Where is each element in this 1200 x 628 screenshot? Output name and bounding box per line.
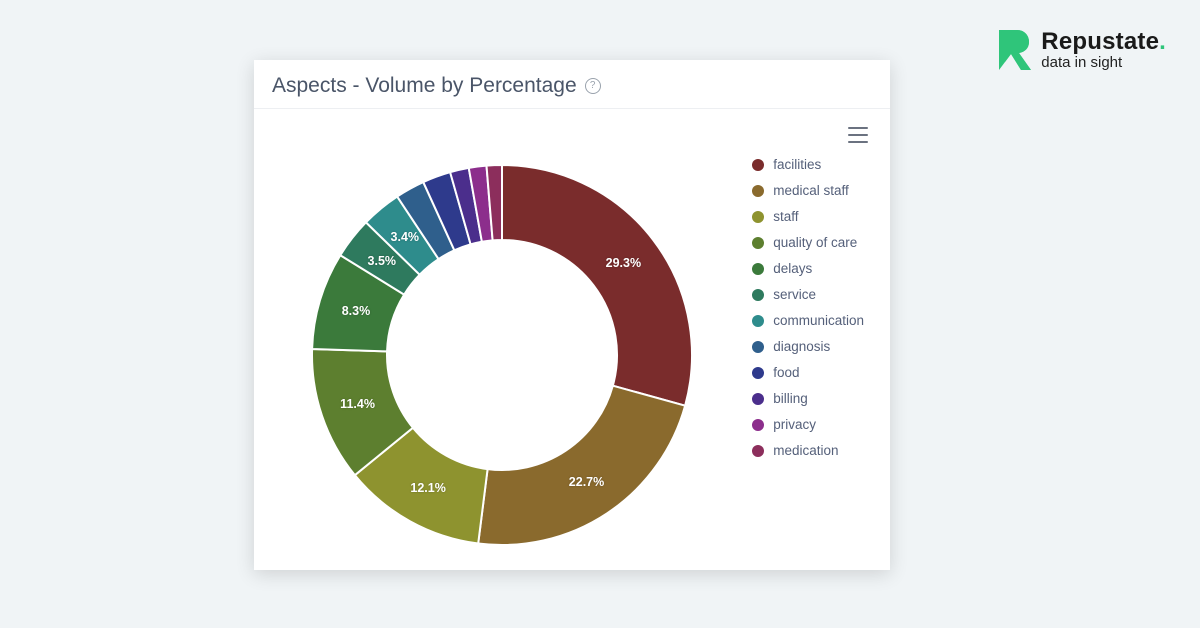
legend-label: staff — [773, 209, 798, 224]
legend-swatch-icon — [752, 185, 764, 197]
legend-item[interactable]: facilities — [752, 157, 864, 172]
brand-block: Repustate. data in sight — [993, 28, 1166, 72]
legend-item[interactable]: staff — [752, 209, 864, 224]
legend-swatch-icon — [752, 237, 764, 249]
legend-item[interactable]: privacy — [752, 417, 864, 432]
legend-item[interactable]: billing — [752, 391, 864, 406]
legend-swatch-icon — [752, 211, 764, 223]
legend-label: medication — [773, 443, 838, 458]
legend-label: billing — [773, 391, 808, 406]
slice-label: 3.4% — [391, 230, 420, 244]
legend-item[interactable]: diagnosis — [752, 339, 864, 354]
slice-label: 8.3% — [342, 304, 371, 318]
legend-item[interactable]: medication — [752, 443, 864, 458]
legend-swatch-icon — [752, 315, 764, 327]
chart-card: Aspects - Volume by Percentage ? facilit… — [254, 60, 890, 570]
legend-swatch-icon — [752, 419, 764, 431]
chart-menu-button[interactable] — [848, 127, 868, 143]
legend-swatch-icon — [752, 341, 764, 353]
legend-label: diagnosis — [773, 339, 830, 354]
slice-label: 22.7% — [569, 475, 604, 489]
chart-legend: facilities medical staff staff quality of c… — [752, 157, 864, 458]
legend-label: communication — [773, 313, 864, 328]
legend-label: medical staff — [773, 183, 849, 198]
legend-label: quality of care — [773, 235, 857, 250]
legend-item[interactable]: medical staff — [752, 183, 864, 198]
legend-label: facilities — [773, 157, 821, 172]
slice-label: 11.4% — [340, 397, 375, 411]
legend-swatch-icon — [752, 445, 764, 457]
help-icon[interactable]: ? — [585, 78, 601, 94]
legend-swatch-icon — [752, 263, 764, 275]
card-title: Aspects - Volume by Percentage — [272, 74, 577, 98]
legend-label: food — [773, 365, 799, 380]
legend-label: privacy — [773, 417, 816, 432]
legend-swatch-icon — [752, 289, 764, 301]
brand-tagline: data in sight — [1041, 55, 1166, 70]
legend-swatch-icon — [752, 367, 764, 379]
chart-body: facilities medical staff staff quality of c… — [254, 109, 890, 567]
legend-item[interactable]: service — [752, 287, 864, 302]
legend-item[interactable]: delays — [752, 261, 864, 276]
slice-label: 29.3% — [606, 256, 641, 270]
donut-slice[interactable] — [478, 386, 685, 545]
brand-name: Repustate — [1041, 28, 1159, 55]
donut-slice[interactable] — [502, 165, 692, 406]
brand-dot-icon: . — [1159, 28, 1166, 55]
legend-swatch-icon — [752, 393, 764, 405]
legend-label: delays — [773, 261, 812, 276]
donut-chart — [274, 127, 730, 583]
legend-item[interactable]: quality of care — [752, 235, 864, 250]
card-header: Aspects - Volume by Percentage ? — [254, 60, 890, 109]
legend-item[interactable]: food — [752, 365, 864, 380]
slice-label: 3.5% — [368, 254, 397, 268]
slice-label: 12.1% — [410, 481, 445, 495]
legend-swatch-icon — [752, 159, 764, 171]
brand-logo-icon — [993, 28, 1033, 72]
legend-item[interactable]: communication — [752, 313, 864, 328]
legend-label: service — [773, 287, 816, 302]
